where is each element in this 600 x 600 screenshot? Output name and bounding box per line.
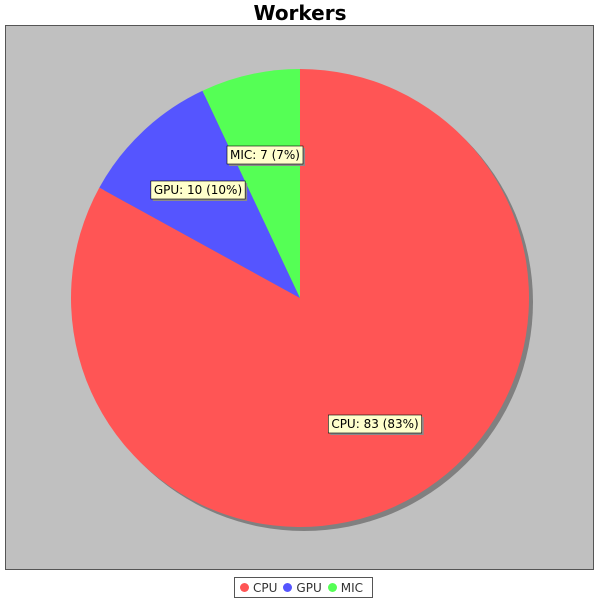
legend-item-cpu: CPU xyxy=(240,581,281,595)
slice-label-mic: MIC: 7 (7%) xyxy=(226,145,305,166)
slice-label-text-gpu: GPU: 10 (10%) xyxy=(154,183,242,197)
legend: CPU GPU MIC xyxy=(234,577,374,598)
slice-label-gpu: GPU: 10 (10%) xyxy=(150,180,248,201)
legend-label-cpu: CPU xyxy=(253,580,278,595)
legend-swatch-mic xyxy=(327,583,337,592)
slice-label-box xyxy=(226,145,304,165)
chart-title: Workers xyxy=(253,1,347,25)
legend-label-gpu: GPU xyxy=(296,580,322,595)
legend-label-mic: MIC xyxy=(340,580,364,595)
legend-item-mic: MIC xyxy=(327,580,367,595)
legend-item-gpu: GPU xyxy=(283,581,325,595)
legend-swatch-gpu xyxy=(283,583,293,592)
pie-slice-cpu xyxy=(70,69,529,527)
slice-label-text-cpu: CPU: 83 (83%) xyxy=(331,417,418,431)
slice-label-text-mic: MIC: 7 (7%) xyxy=(230,148,300,162)
slice-label-cpu: CPU: 83 (83%) xyxy=(328,414,424,435)
legend-swatch-cpu xyxy=(240,583,249,592)
pie-slice-mic xyxy=(202,69,300,298)
slice-label-box xyxy=(150,180,246,200)
slice-label-box xyxy=(328,414,422,434)
